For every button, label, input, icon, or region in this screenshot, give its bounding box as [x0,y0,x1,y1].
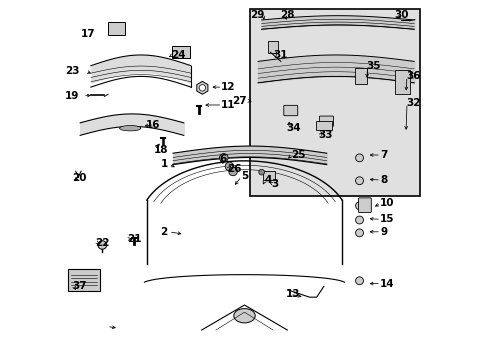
Text: 1: 1 [160,159,167,169]
FancyBboxPatch shape [394,69,409,94]
Text: 11: 11 [221,100,235,110]
Circle shape [98,241,106,249]
Text: 16: 16 [146,120,161,130]
Text: 34: 34 [286,123,301,133]
FancyBboxPatch shape [283,105,297,116]
Text: 9: 9 [380,227,386,237]
Text: 29: 29 [249,10,264,20]
Circle shape [225,162,233,171]
FancyBboxPatch shape [267,41,278,53]
Text: 33: 33 [318,130,333,140]
Circle shape [355,277,363,285]
Text: 6: 6 [219,154,226,163]
Text: 21: 21 [127,234,142,244]
Text: 30: 30 [393,10,407,20]
Ellipse shape [119,126,141,131]
Text: 18: 18 [153,145,167,155]
Text: 13: 13 [285,289,300,299]
Text: 32: 32 [405,98,420,108]
FancyBboxPatch shape [354,68,366,84]
Text: 8: 8 [380,175,386,185]
Text: 37: 37 [72,282,87,292]
Text: 14: 14 [380,279,394,289]
Text: 17: 17 [81,28,95,39]
Bar [249,9,419,196]
Text: 10: 10 [380,198,394,208]
Circle shape [228,167,237,176]
Text: 5: 5 [241,171,248,181]
FancyBboxPatch shape [315,121,331,130]
Circle shape [355,177,363,185]
FancyBboxPatch shape [108,22,124,35]
Circle shape [355,154,363,162]
Text: 20: 20 [72,173,87,183]
Text: 31: 31 [273,50,288,60]
Text: 19: 19 [65,91,80,101]
Text: 2: 2 [160,227,167,237]
Circle shape [355,202,363,210]
Text: 25: 25 [290,150,305,160]
Ellipse shape [233,309,255,323]
FancyBboxPatch shape [263,171,274,180]
Text: 26: 26 [227,163,242,174]
Circle shape [219,154,227,162]
FancyBboxPatch shape [319,116,333,126]
Text: 27: 27 [231,96,246,106]
Text: 23: 23 [65,66,80,76]
Circle shape [355,229,363,237]
FancyBboxPatch shape [68,269,100,291]
Circle shape [199,85,205,91]
Circle shape [258,169,264,175]
Text: 15: 15 [380,214,394,224]
Text: 35: 35 [366,61,380,71]
Circle shape [355,216,363,224]
Text: 12: 12 [221,82,235,92]
Text: 36: 36 [405,71,420,81]
Text: 7: 7 [380,150,387,160]
Text: 4: 4 [264,175,271,185]
FancyBboxPatch shape [358,198,370,212]
FancyBboxPatch shape [172,46,190,58]
Text: 24: 24 [171,50,185,60]
Text: 28: 28 [280,10,294,20]
Text: 3: 3 [271,179,278,189]
Text: 22: 22 [95,238,109,248]
